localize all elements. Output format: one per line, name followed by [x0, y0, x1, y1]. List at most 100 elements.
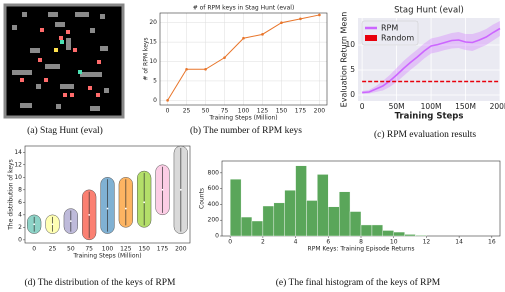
median: [179, 188, 182, 191]
x-axis-label: Training Steps (Million): [208, 115, 277, 122]
x-tick-label: 6: [326, 239, 330, 246]
y-tick-label: 0: [215, 233, 219, 240]
median: [51, 223, 54, 226]
x-axis-label: RPM Keys: Training Episode Returns: [308, 246, 415, 253]
x-tick-label: 12: [423, 239, 431, 246]
marker: [318, 13, 321, 17]
median: [106, 207, 109, 210]
x-tick-label: 25: [49, 246, 57, 253]
plot-frame: [159, 12, 328, 106]
bar: [328, 206, 340, 237]
y-axis-label: Counts: [199, 188, 206, 209]
bar: [371, 224, 383, 237]
bar: [262, 205, 275, 237]
y-tick-label: 400: [208, 201, 220, 208]
x-tick-label: 2: [261, 239, 265, 246]
legend-label: RPM: [381, 24, 398, 33]
x-tick-label: 16: [488, 239, 496, 246]
x-tick-label: 25: [183, 108, 191, 115]
marker: [185, 67, 188, 71]
bar: [382, 230, 394, 237]
x-tick-label: 125: [257, 108, 269, 115]
x-tick-label: 100: [102, 246, 114, 253]
marker: [242, 36, 245, 40]
stags: [20, 28, 101, 97]
x-tick-label: 200: [175, 246, 187, 253]
bar: [240, 216, 253, 237]
bar: [349, 211, 362, 237]
y-axis-label: Evaluation Return Mean: [340, 12, 349, 108]
y-tick-label: 10: [14, 174, 22, 181]
bar: [295, 165, 307, 237]
median: [69, 220, 72, 222]
bar: [251, 220, 264, 237]
x-tick-label: 0: [360, 102, 365, 111]
world-border: [3, 3, 125, 119]
x-tick-label: 100: [238, 108, 250, 115]
y-tick-label: 6: [18, 199, 22, 206]
chart-title: Stag Hunt (eval): [394, 6, 464, 16]
median: [124, 207, 127, 210]
median: [161, 188, 164, 191]
x-tick-label: 8: [359, 239, 363, 246]
y-tick-label: 200: [208, 217, 220, 224]
caption: (c) RPM evaluation results: [374, 129, 476, 140]
marker: [223, 56, 226, 59]
x-tick-label: 125: [120, 246, 132, 253]
y-tick-label: 5: [153, 77, 157, 84]
y-tick-label: 8: [18, 186, 22, 193]
bar: [360, 224, 373, 237]
median: [88, 213, 91, 216]
y-axis-label: # of RPM keys: [143, 37, 150, 80]
y-tick-label: 14: [14, 149, 22, 156]
agent: [54, 48, 58, 52]
legend-label: Random: [381, 34, 414, 43]
y-axis-label: The distribution of keys: [8, 159, 15, 231]
bar: [415, 235, 427, 237]
x-tick-label: 14: [455, 239, 463, 246]
caption: (d) The distribution of the keys of RPM: [24, 277, 176, 288]
legend-swatch: [365, 35, 377, 41]
bar: [284, 190, 296, 237]
x-tick-label: 175: [295, 108, 307, 115]
marker: [204, 67, 207, 71]
agent: [60, 40, 64, 44]
y-tick-label: 0: [18, 236, 22, 243]
y-tick-label: 15: [149, 39, 157, 46]
y-tick-label: 600: [208, 185, 220, 192]
grid-world: [3, 3, 125, 119]
bar: [393, 231, 405, 237]
median: [33, 223, 36, 226]
x-tick-label: 50: [202, 108, 210, 115]
y-tick-label: 10: [345, 40, 355, 49]
x-tick-label: 200M: [490, 102, 505, 111]
x-tick-label: 75: [221, 108, 229, 115]
x-tick-label: 0: [166, 108, 170, 115]
y-tick-label: 2: [18, 224, 22, 231]
caption: (e) The final histogram of the keys of R…: [276, 277, 441, 288]
x-tick-label: 75: [85, 246, 93, 253]
x-tick-label: 10: [390, 239, 398, 246]
x-tick-label: 200: [314, 108, 326, 115]
y-tick-label: 0: [350, 90, 355, 99]
y-tick-label: 12: [14, 161, 22, 168]
y-tick-label: 5: [350, 65, 355, 74]
marker: [261, 33, 264, 36]
x-axis-label: Training Steps: [395, 112, 464, 122]
bar: [404, 234, 416, 237]
marker: [280, 21, 283, 25]
y-tick-label: 800: [208, 169, 220, 176]
x-axis-label: Training Steps (Million): [72, 253, 141, 260]
y-tick-label: 4: [18, 211, 22, 218]
x-tick-label: 0: [32, 246, 36, 253]
plot-frame: [24, 145, 191, 244]
x-tick-label: 0: [228, 239, 232, 246]
bar: [317, 174, 329, 237]
bar: [339, 191, 351, 237]
marker: [166, 99, 169, 102]
agent: [78, 70, 82, 74]
chart-title: # of RPM keys in Stag Hunt (eval): [193, 5, 295, 12]
bar: [229, 178, 242, 237]
